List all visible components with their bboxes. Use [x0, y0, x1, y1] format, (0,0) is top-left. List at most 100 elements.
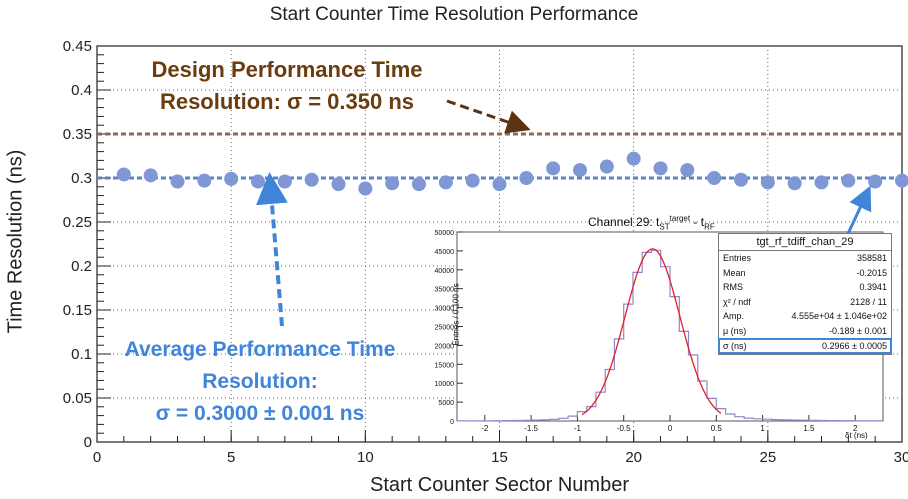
- inset-y-tick-label: 40000: [435, 268, 455, 275]
- stats-row-chi2: χ² / ndf 2128 / 11: [719, 295, 891, 310]
- average-annotation: Average Performance Time Resolution: σ =…: [110, 334, 410, 430]
- x-axis-label: Start Counter Sector Number: [370, 474, 629, 496]
- stats-box-title: tgt_rf_tdiff_chan_29: [719, 234, 891, 251]
- inset-x-axis-label: δt (ns): [845, 431, 868, 440]
- data-point: [814, 175, 829, 190]
- data-point: [734, 172, 748, 187]
- data-point: [331, 177, 346, 192]
- y-tick-label: 0.4: [71, 82, 92, 99]
- inset-x-tick-label: -2: [481, 424, 489, 433]
- data-point: [680, 163, 695, 178]
- stats-key: Mean: [723, 267, 746, 278]
- inset-y-tick-label: 35000: [435, 287, 455, 294]
- stats-row-sigma: σ (ns) 0.2966 ± 0.0005: [718, 337, 892, 355]
- data-point: [787, 176, 802, 191]
- x-tick-label: 30: [894, 449, 908, 466]
- data-point: [385, 176, 400, 191]
- inset-gaussian-fit: [581, 248, 722, 416]
- inset-title-sup: target: [669, 214, 691, 223]
- stats-row-entries: Entries 358581: [719, 251, 891, 266]
- inset-title-prefix: Channel 29: t: [588, 215, 660, 229]
- y-axis-label: Time Resolution (ns): [4, 149, 27, 334]
- stats-key: Amp.: [723, 311, 745, 322]
- data-point: [438, 175, 453, 190]
- data-point: [626, 151, 641, 166]
- data-point: [412, 177, 426, 192]
- data-point: [251, 174, 265, 189]
- inset-title-sub: ST: [659, 222, 670, 232]
- data-point: [143, 168, 158, 183]
- x-tick-label: 25: [759, 449, 776, 466]
- data-point: [224, 171, 239, 186]
- inset-x-tick-label: 1: [760, 424, 765, 433]
- data-point: [546, 161, 561, 176]
- stats-row-mu: μ (ns) -0.189 ± 0.001: [719, 324, 891, 339]
- data-point: [707, 171, 722, 185]
- y-tick-label: 0.05: [63, 390, 92, 407]
- stats-value: 2128 / 11: [850, 296, 887, 307]
- inset-title: Channel 29: tSTtarget - tRF: [588, 214, 715, 231]
- data-point: [599, 159, 614, 174]
- inset-y-tick-label: 0: [450, 419, 454, 426]
- x-tick-label: 15: [491, 449, 508, 466]
- inset-y-axis-label: Entries / 0.100 ns: [451, 283, 461, 346]
- y-tick-label: 0.25: [63, 214, 92, 231]
- stats-key: χ² / ndf: [723, 296, 751, 307]
- inset-x-tick-label: 0: [668, 424, 673, 433]
- data-point: [465, 173, 480, 188]
- inset-y-tick-label: 50000: [435, 230, 455, 237]
- data-point: [573, 163, 587, 178]
- x-tick-label: 5: [227, 449, 235, 466]
- inset-y-tick-label: 10000: [435, 381, 455, 388]
- stats-key: Entries: [723, 253, 752, 263]
- x-tick-label: 20: [625, 449, 642, 466]
- y-tick-label: 0: [84, 434, 92, 451]
- y-tick-label: 0.35: [63, 126, 92, 143]
- stats-value: 0.3941: [859, 282, 887, 293]
- average-arrow: [256, 172, 288, 327]
- inset-x-tick-label: 1.5: [803, 424, 815, 433]
- inset-y-tick-label: 45000: [435, 249, 455, 256]
- inset-x-tick-label: -0.5: [617, 424, 631, 433]
- average-annotation-line1: Average Performance Time: [124, 338, 396, 361]
- stats-value: 358581: [856, 253, 887, 263]
- data-point: [277, 174, 292, 189]
- data-point: [841, 173, 856, 188]
- data-point: [492, 177, 507, 192]
- data-point: [868, 174, 883, 189]
- stats-row-amp: Amp. 4.555e+04 ± 1.046e+02: [719, 309, 891, 324]
- stats-row-mean: Mean -0.2015: [719, 266, 891, 281]
- stats-row-rms: RMS 0.3941: [719, 280, 891, 295]
- data-point: [116, 167, 131, 182]
- stats-value: -0.2015: [856, 267, 887, 278]
- data-point: [653, 161, 668, 176]
- stats-value: 4.555e+04 ± 1.046e+02: [791, 311, 887, 322]
- inset-y-tick-label: 20000: [435, 343, 455, 350]
- y-tick-label: 0.15: [63, 302, 92, 319]
- stats-key: RMS: [723, 282, 743, 293]
- data-point: [358, 181, 373, 196]
- x-tick-label: 10: [357, 449, 374, 466]
- inset-y-tick-label: 15000: [435, 362, 455, 369]
- inset-x-tick-label: 0.5: [711, 424, 723, 433]
- inset-title-sub2: RF: [704, 222, 715, 232]
- inset-y-tick-label: 25000: [435, 325, 455, 332]
- data-point: [197, 173, 212, 188]
- y-tick-label: 0.3: [71, 170, 92, 187]
- stats-key: μ (ns): [723, 325, 747, 336]
- y-tick-label: 0.1: [71, 346, 92, 363]
- inset-x-tick-label: -1.5: [524, 424, 538, 433]
- average-annotation-line2: Resolution:: [202, 370, 318, 393]
- data-point: [760, 175, 775, 190]
- average-annotation-line3: σ = 0.3000 ± 0.001 ns: [155, 402, 365, 425]
- design-annotation-line1: Design Performance Time: [151, 57, 423, 82]
- design-annotation: Design Performance Time Resolution: σ = …: [124, 54, 450, 118]
- design-annotation-line2: Resolution: σ = 0.350 ns: [159, 89, 415, 114]
- data-point: [170, 174, 185, 189]
- inset-y-tick-label: 30000: [435, 306, 455, 313]
- inset-stats-box: tgt_rf_tdiff_chan_29 Entries 358581 Mean -…: [718, 233, 892, 355]
- chart-title: Start Counter Time Resolution Performanc…: [269, 4, 639, 25]
- x-tick-label: 0: [93, 449, 101, 466]
- stats-value: 0.2966 ± 0.0005: [822, 340, 887, 351]
